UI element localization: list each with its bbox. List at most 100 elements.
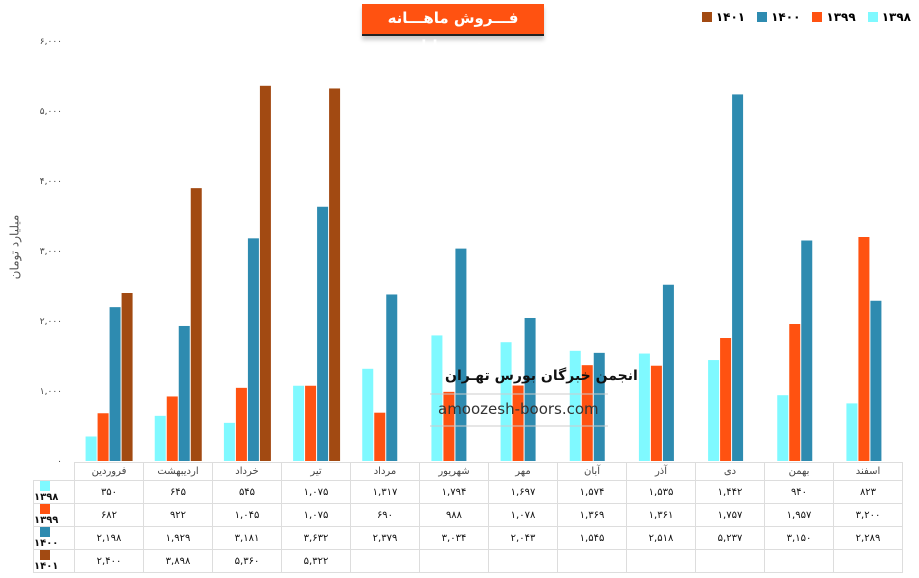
data-label: ۵,۳۲۲ bbox=[281, 549, 351, 573]
bar-2-4 bbox=[386, 294, 398, 461]
data-label: ۲,۲۸۹ bbox=[833, 526, 903, 550]
bar-0-9 bbox=[708, 360, 720, 461]
bar-0-5 bbox=[431, 335, 443, 461]
data-label: ۱,۹۵۷ bbox=[764, 503, 834, 527]
bar-2-5 bbox=[455, 248, 467, 461]
data-label: ۱,۰۴۵ bbox=[212, 503, 282, 527]
data-label: ۶۹۰ bbox=[350, 503, 420, 527]
category-label: خرداد bbox=[212, 462, 282, 481]
data-label bbox=[488, 549, 558, 573]
bar-3-2 bbox=[259, 85, 271, 462]
bar-2-0 bbox=[109, 307, 121, 461]
legend-label: ۱۴۰۱ bbox=[715, 10, 746, 24]
legend-label: ۱۴۰۰ bbox=[771, 10, 801, 24]
data-label: ۱,۵۷۴ bbox=[557, 480, 627, 504]
y-tick-label: ۶,۰۰۰ bbox=[40, 37, 62, 47]
data-label: ۱,۳۶۹ bbox=[557, 503, 627, 527]
legend-swatch bbox=[867, 12, 878, 22]
bar-2-8 bbox=[662, 284, 674, 461]
bar-0-4 bbox=[362, 368, 374, 461]
data-label: ۵,۲۳۷ bbox=[695, 526, 765, 550]
bar-0-10 bbox=[777, 395, 789, 461]
bar-2-10 bbox=[801, 240, 813, 461]
bar-2-9 bbox=[732, 94, 744, 461]
data-label: ۲,۴۰۰ bbox=[74, 549, 144, 573]
data-label: ۸۲۳ bbox=[833, 480, 903, 504]
bar-2-2 bbox=[247, 238, 259, 461]
data-label bbox=[557, 549, 627, 573]
series-label: ۱۴۰۰ bbox=[34, 538, 59, 549]
data-label: ۱,۹۲۹ bbox=[143, 526, 213, 550]
legend-swatch bbox=[40, 527, 50, 537]
bar-2-11 bbox=[870, 300, 882, 461]
chart-title: فـــروش ماهـــانه خــــسایا bbox=[362, 4, 544, 55]
bar-1-10 bbox=[789, 324, 801, 461]
y-tick-label: ۵,۰۰۰ bbox=[40, 107, 62, 117]
bar-0-0 bbox=[85, 436, 97, 461]
bar-3-3 bbox=[329, 88, 341, 462]
bar-1-3 bbox=[305, 385, 317, 461]
data-label: ۳,۰۳۴ bbox=[419, 526, 489, 550]
category-label: شهریور bbox=[419, 462, 489, 481]
bar-1-8 bbox=[650, 365, 662, 461]
bar-1-1 bbox=[166, 396, 178, 461]
data-table: فروردین اردیبهشت خرداد تیر مرداد شهریور مهر آبا… bbox=[33, 462, 903, 573]
data-label: ۱,۵۳۵ bbox=[626, 480, 696, 504]
data-label: ۶۸۲ bbox=[74, 503, 144, 527]
category-label: مهر bbox=[488, 462, 558, 481]
bar-2-1 bbox=[178, 325, 190, 461]
data-label: ۵۴۵ bbox=[212, 480, 282, 504]
legend-swatch bbox=[40, 550, 50, 560]
data-label: ۱,۰۷۵ bbox=[281, 503, 351, 527]
legend-item: ۱۳۹۸ bbox=[867, 10, 911, 24]
legend-item: ۱۳۹۹ bbox=[812, 10, 856, 24]
bar-1-4 bbox=[374, 412, 386, 461]
series-label: ۱۴۰۱ bbox=[34, 561, 59, 572]
data-label: ۲,۱۹۸ bbox=[74, 526, 144, 550]
table-row: ۱۴۰۱ ۲,۴۰۰ ۳,۸۹۸ ۵,۳۶۰ ۵,۳۲۲ bbox=[33, 549, 903, 573]
data-label: ۵,۳۶۰ bbox=[212, 549, 282, 573]
legend-swatch bbox=[40, 504, 50, 514]
data-label: ۹۲۲ bbox=[143, 503, 213, 527]
watermark-url: amoozesh-boors.com bbox=[438, 400, 599, 418]
y-tick-label: ۲,۰۰۰ bbox=[40, 317, 62, 327]
data-label: ۱,۰۷۵ bbox=[281, 480, 351, 504]
data-label: ۱,۷۹۴ bbox=[419, 480, 489, 504]
table-row: ۱۴۰۰ ۲,۱۹۸ ۱,۹۲۹ ۳,۱۸۱ ۳,۶۳۲ ۲,۳۷۹ ۳,۰۳۴ ۲,۰۴۳ ۱… bbox=[33, 526, 903, 550]
y-tick-label: ۴,۰۰۰ bbox=[40, 177, 62, 187]
bar-2-3 bbox=[317, 206, 329, 461]
bar-0-7 bbox=[569, 350, 581, 461]
bar-0-2 bbox=[223, 422, 235, 461]
bar-0-8 bbox=[638, 353, 650, 461]
legend-label: ۱۳۹۸ bbox=[881, 10, 911, 24]
data-label: ۳۵۰ bbox=[74, 480, 144, 504]
data-label bbox=[833, 549, 903, 573]
bar-2-6 bbox=[524, 317, 536, 461]
category-label: اسفند bbox=[833, 462, 903, 481]
legend-item: ۱۴۰۱ bbox=[701, 10, 746, 24]
data-label bbox=[626, 549, 696, 573]
bar-1-0 bbox=[97, 413, 109, 461]
bar-0-11 bbox=[846, 403, 858, 461]
bar-1-9 bbox=[720, 338, 732, 461]
table-row: ۱۳۹۹ ۶۸۲ ۹۲۲ ۱,۰۴۵ ۱,۰۷۵ ۶۹۰ ۹۸۸ ۱,۰۷۸ ۱,۳۶۹ ۱,۳۶… bbox=[33, 503, 903, 527]
table-row: ۱۳۹۸ ۳۵۰ ۶۴۵ ۵۴۵ ۱,۰۷۵ ۱,۳۱۷ ۱,۷۹۴ ۱,۶۹۷ ۱,۵۷۴ ۱,… bbox=[33, 480, 903, 504]
data-label: ۳,۱۸۱ bbox=[212, 526, 282, 550]
data-label: ۱,۶۹۷ bbox=[488, 480, 558, 504]
data-label bbox=[419, 549, 489, 573]
bar-3-1 bbox=[190, 188, 202, 461]
bar-1-6 bbox=[512, 385, 524, 461]
legend-swatch bbox=[40, 481, 50, 491]
category-label: اردیبهشت bbox=[143, 462, 213, 481]
data-label bbox=[764, 549, 834, 573]
watermark-text: انجمن خبرگان بورس تهـران bbox=[445, 368, 638, 384]
category-label: فروردین bbox=[74, 462, 144, 481]
bar-1-7 bbox=[581, 365, 593, 461]
y-tick-label: ۰ bbox=[57, 457, 62, 467]
series-label: ۱۳۹۹ bbox=[34, 515, 59, 526]
series-label: ۱۳۹۸ bbox=[34, 492, 59, 503]
legend-item: ۱۴۰۰ bbox=[757, 10, 800, 24]
data-label: ۶۴۵ bbox=[143, 480, 213, 504]
bar-0-1 bbox=[154, 415, 166, 461]
